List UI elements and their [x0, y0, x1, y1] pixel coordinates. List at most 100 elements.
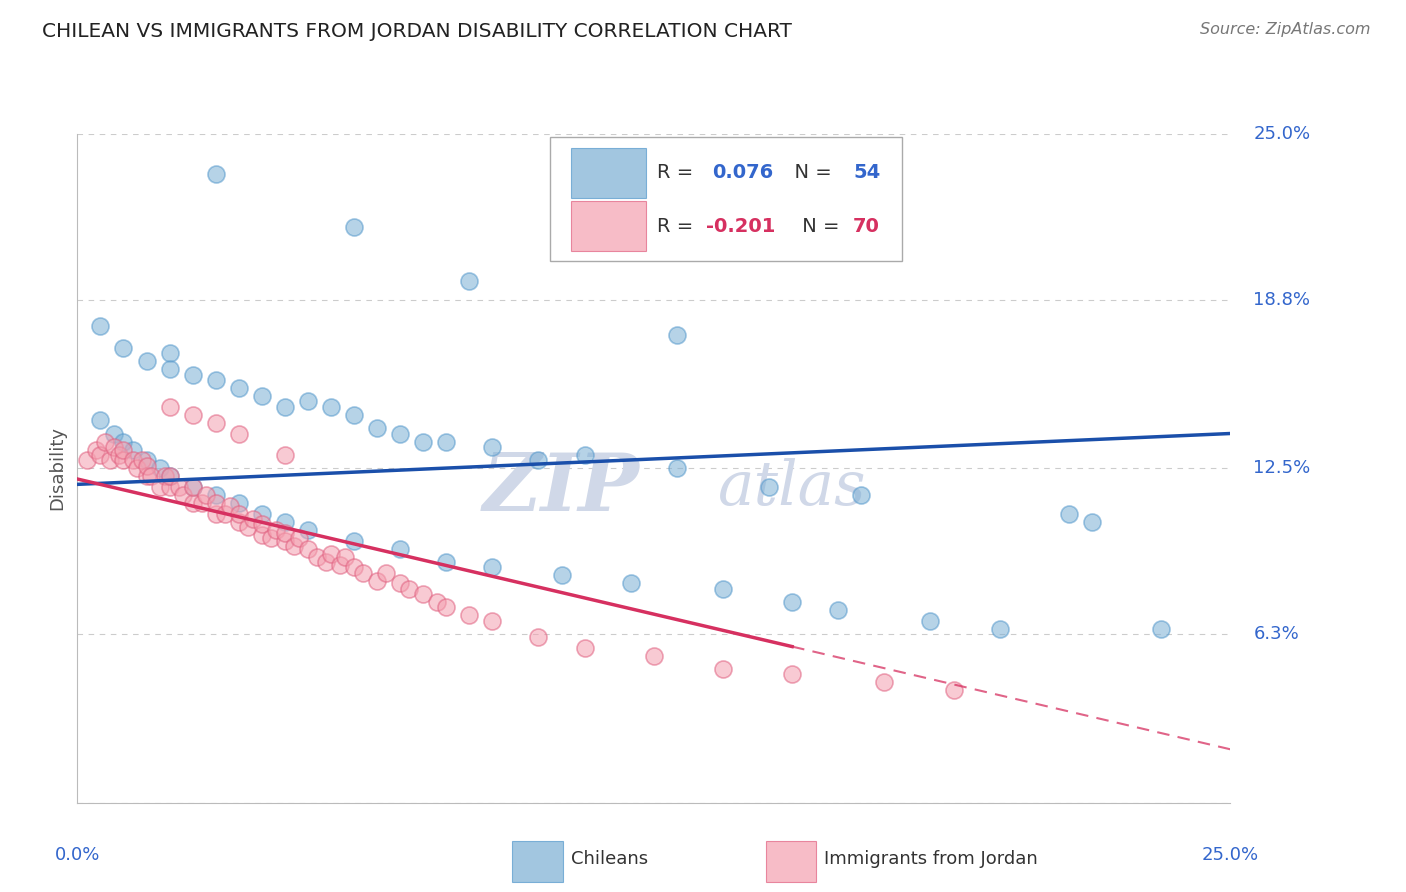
Point — [172, 488, 194, 502]
Point — [204, 416, 226, 430]
Point — [195, 488, 218, 502]
FancyBboxPatch shape — [571, 147, 645, 198]
Point — [434, 600, 457, 615]
Point — [159, 469, 181, 483]
Point — [274, 533, 297, 548]
Text: Immigrants from Jordan: Immigrants from Jordan — [824, 850, 1038, 868]
Text: Chileans: Chileans — [571, 850, 648, 868]
Point — [1150, 622, 1173, 636]
Point — [89, 319, 111, 334]
Point — [84, 442, 107, 457]
Text: 25.0%: 25.0% — [1202, 846, 1258, 863]
Point — [131, 453, 153, 467]
Point — [159, 400, 181, 414]
Point — [352, 566, 374, 580]
Point — [315, 555, 337, 569]
FancyBboxPatch shape — [571, 201, 645, 252]
Point — [264, 523, 287, 537]
Point — [389, 541, 412, 556]
Point — [181, 480, 204, 494]
Text: CHILEAN VS IMMIGRANTS FROM JORDAN DISABILITY CORRELATION CHART: CHILEAN VS IMMIGRANTS FROM JORDAN DISABI… — [42, 22, 792, 41]
Point — [228, 496, 250, 510]
Point — [780, 595, 803, 609]
Point — [228, 515, 250, 529]
Point — [181, 368, 204, 382]
Point — [108, 448, 131, 462]
Point — [260, 531, 283, 545]
Text: -0.201: -0.201 — [706, 217, 775, 235]
Point — [89, 448, 111, 462]
Point — [527, 453, 550, 467]
Point — [103, 426, 125, 441]
Point — [139, 469, 162, 483]
Point — [121, 442, 143, 457]
Text: 18.8%: 18.8% — [1253, 291, 1310, 309]
FancyBboxPatch shape — [550, 137, 901, 261]
Point — [711, 662, 734, 676]
Point — [297, 394, 319, 409]
Point — [827, 603, 849, 617]
Point — [204, 167, 226, 181]
Point — [135, 354, 157, 368]
Point — [319, 400, 342, 414]
Point — [181, 496, 204, 510]
Text: N =: N = — [782, 163, 838, 182]
Point — [481, 614, 503, 628]
Point — [274, 400, 297, 414]
Point — [127, 461, 149, 475]
Point — [481, 560, 503, 574]
Point — [149, 461, 172, 475]
Point — [389, 426, 412, 441]
Point — [343, 220, 366, 235]
Point — [643, 648, 665, 663]
Point — [366, 421, 388, 435]
Point — [574, 640, 596, 655]
Point — [329, 558, 352, 572]
Point — [366, 574, 388, 588]
Point — [204, 373, 226, 387]
Point — [250, 507, 273, 521]
Point — [94, 434, 117, 449]
Point — [204, 496, 226, 510]
Point — [135, 458, 157, 473]
Point — [319, 547, 342, 561]
Point — [333, 549, 356, 564]
Point — [274, 525, 297, 540]
Point — [343, 560, 366, 574]
Point — [434, 555, 457, 569]
Point — [159, 469, 181, 483]
Point — [121, 453, 143, 467]
Point — [250, 528, 273, 542]
Point — [204, 507, 226, 521]
FancyBboxPatch shape — [512, 841, 562, 881]
Point — [780, 667, 803, 681]
Point — [527, 630, 550, 644]
Point — [76, 453, 98, 467]
Point — [343, 533, 366, 548]
Point — [920, 614, 942, 628]
Point — [1081, 515, 1104, 529]
Point — [458, 274, 481, 288]
Point — [153, 469, 176, 483]
Text: Source: ZipAtlas.com: Source: ZipAtlas.com — [1201, 22, 1371, 37]
Text: 25.0%: 25.0% — [1253, 125, 1310, 143]
Point — [98, 453, 121, 467]
Point — [287, 531, 309, 545]
Point — [103, 440, 125, 454]
Point — [159, 480, 181, 494]
Point — [434, 434, 457, 449]
Text: atlas: atlas — [718, 458, 866, 518]
Point — [711, 582, 734, 596]
Text: 12.5%: 12.5% — [1253, 459, 1310, 477]
Text: 54: 54 — [853, 163, 880, 182]
Text: 6.3%: 6.3% — [1253, 625, 1299, 643]
Text: R =: R = — [657, 163, 700, 182]
Point — [236, 520, 259, 534]
Point — [426, 595, 449, 609]
Point — [135, 469, 157, 483]
Point — [665, 461, 688, 475]
Point — [942, 683, 965, 698]
Point — [851, 488, 873, 502]
Text: R =: R = — [657, 217, 700, 235]
Point — [112, 341, 135, 355]
